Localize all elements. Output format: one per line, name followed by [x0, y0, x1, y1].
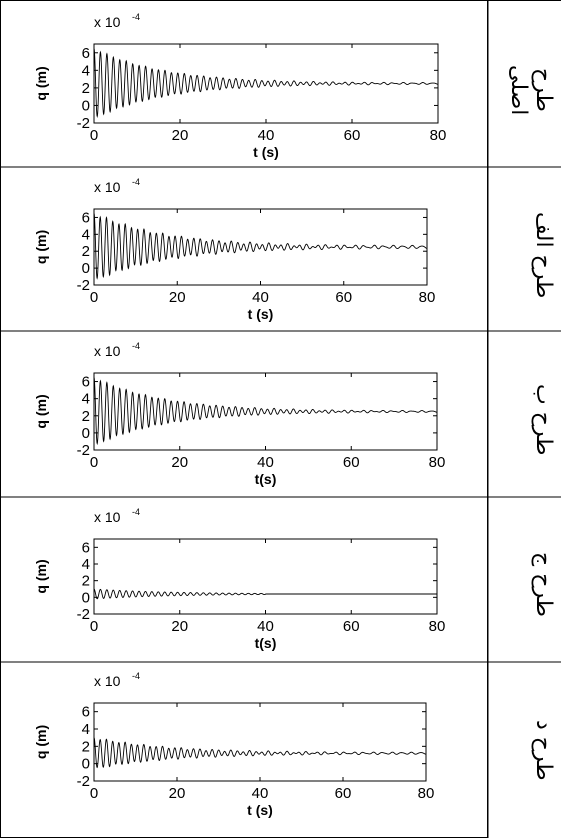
x-tick-label: 0	[90, 127, 98, 144]
plot-frame	[93, 702, 427, 782]
y-tick-label: 2	[82, 408, 90, 425]
x-axis-label: t (s)	[253, 144, 279, 160]
y-tick-label: 4	[82, 556, 90, 573]
y-axis-label: q (m)	[33, 559, 49, 593]
x-tick-label: 0	[90, 454, 98, 471]
plot-frame	[93, 538, 438, 615]
x-tick-label: 0	[90, 618, 98, 635]
series-line	[93, 48, 439, 118]
x-tick-label: 60	[335, 785, 352, 802]
x-tick-label: 80	[418, 785, 435, 802]
x-axis-label: t (s)	[248, 306, 274, 322]
x-tick-label: 20	[169, 785, 186, 802]
x-tick-label: 60	[344, 127, 361, 144]
x-tick-label: 40	[257, 454, 274, 471]
x-tick-label: 80	[430, 127, 447, 144]
y-tick-label: 6	[82, 374, 90, 391]
x-axis-label: t (s)	[247, 802, 273, 818]
x-tick-label: 80	[429, 454, 446, 471]
x-tick-label: 20	[172, 127, 189, 144]
series-line	[93, 737, 427, 769]
y-tick-label: 4	[82, 62, 90, 79]
x-tick-label: 60	[335, 289, 352, 306]
scale-multiplier: x 10	[94, 14, 121, 30]
y-tick-label: 0	[82, 756, 90, 773]
x-tick-label: 80	[419, 289, 436, 306]
x-tick-label: 60	[343, 618, 360, 635]
y-tick-label: 6	[82, 45, 90, 62]
y-tick-label: 6	[82, 209, 90, 226]
y-tick-label: 6	[82, 539, 90, 556]
y-tick-label: 0	[82, 260, 90, 277]
series-line	[93, 213, 428, 280]
x-tick-label: 40	[252, 289, 269, 306]
x-tick-label: 40	[257, 618, 274, 635]
scale-exponent: -4	[132, 671, 140, 681]
y-tick-label: 0	[82, 97, 90, 114]
y-axis-label: q (m)	[33, 394, 49, 428]
series-line	[93, 588, 437, 600]
scale-exponent: -4	[132, 12, 140, 22]
y-tick-label: -2	[77, 442, 90, 459]
y-tick-label: -2	[77, 115, 90, 132]
scale-multiplier: x 10	[94, 509, 121, 525]
y-tick-label: 6	[82, 704, 90, 721]
y-tick-label: 0	[82, 425, 90, 442]
y-tick-label: 0	[82, 589, 90, 606]
scale-multiplier: x 10	[94, 179, 121, 195]
scale-multiplier: x 10	[94, 673, 121, 689]
y-tick-label: 4	[82, 226, 90, 243]
x-axis-label: t(s)	[255, 635, 277, 651]
y-tick-label: 2	[82, 738, 90, 755]
x-tick-label: 60	[343, 454, 360, 471]
y-tick-label: -2	[77, 773, 90, 790]
x-tick-label: 20	[169, 289, 186, 306]
x-tick-label: 40	[258, 127, 275, 144]
y-axis-label: q (m)	[33, 66, 49, 100]
row-label-3: طرح ب	[531, 384, 556, 456]
y-tick-label: 2	[82, 80, 90, 97]
row-label-5: طرح د	[531, 719, 556, 781]
y-tick-label: 2	[82, 573, 90, 590]
y-axis-label: q (m)	[33, 725, 49, 759]
x-tick-label: 40	[252, 785, 269, 802]
scale-exponent: -4	[132, 341, 140, 351]
x-axis-label: t(s)	[255, 471, 277, 487]
x-tick-label: 80	[429, 618, 446, 635]
row-label-1: طرح اصلی	[506, 64, 556, 116]
scale-exponent: -4	[132, 507, 140, 517]
scale-exponent: -4	[132, 177, 140, 187]
series-line	[93, 377, 438, 446]
y-axis-label: q (m)	[33, 230, 49, 264]
row-label-2: طرح الف	[531, 211, 556, 299]
y-tick-label: 4	[82, 721, 90, 738]
x-tick-label: 0	[90, 785, 98, 802]
y-tick-label: 2	[82, 243, 90, 260]
scale-multiplier: x 10	[94, 343, 121, 359]
x-tick-label: 20	[171, 454, 188, 471]
x-tick-label: 20	[171, 618, 188, 635]
y-tick-label: -2	[77, 606, 90, 623]
row-label-4: طرح ج	[531, 552, 556, 618]
x-tick-label: 0	[90, 289, 98, 306]
y-tick-label: -2	[77, 277, 90, 294]
y-tick-label: 4	[82, 391, 90, 408]
